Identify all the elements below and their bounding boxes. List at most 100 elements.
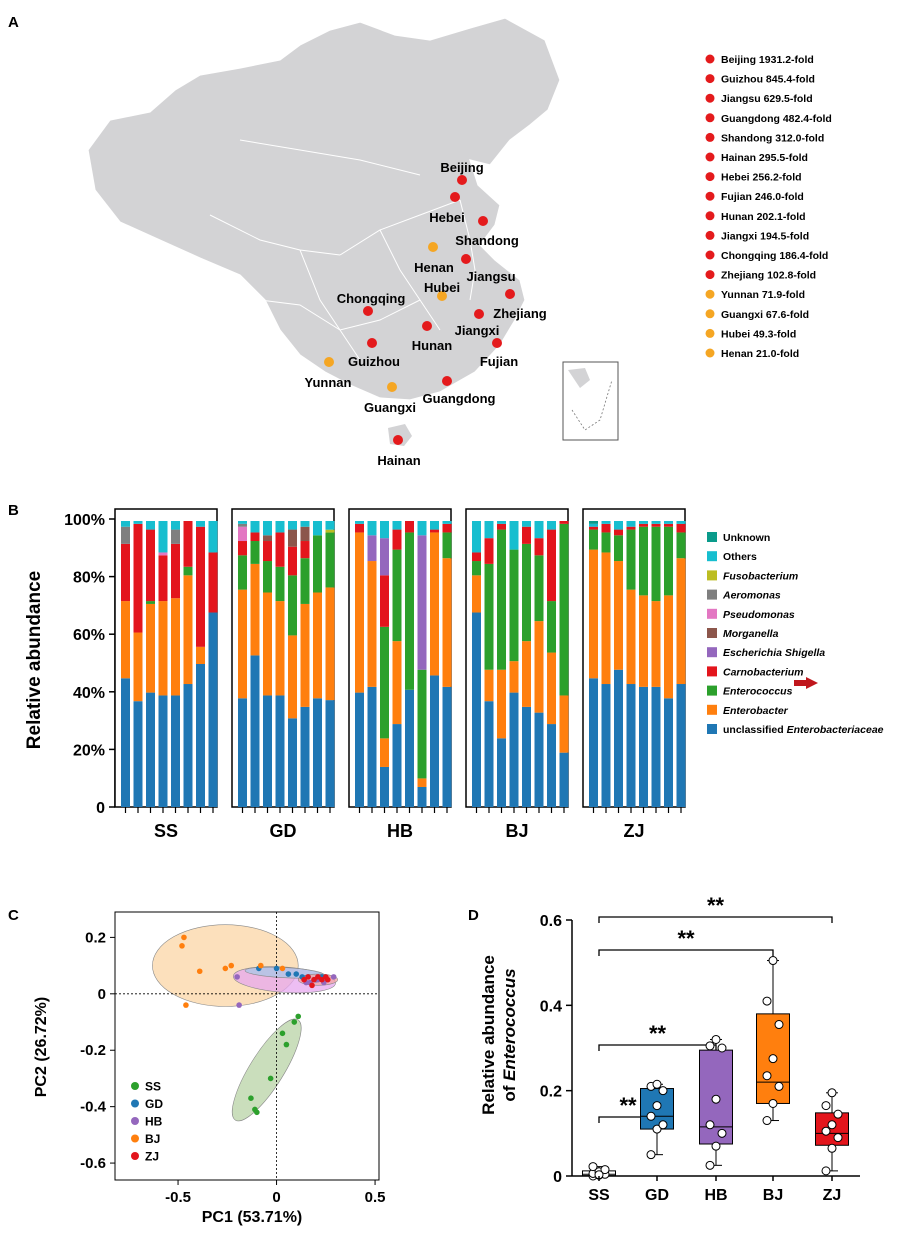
pca-x-tick-label-0: -0.5 xyxy=(165,1189,191,1206)
bar-HB-s3-taxon-0 xyxy=(380,766,389,807)
bar-SS-s4-taxon-1 xyxy=(158,601,168,696)
pca-point-ZJ-4 xyxy=(319,976,325,983)
marker-guangdong xyxy=(442,376,452,386)
bar-HB-s6-taxon-0 xyxy=(417,786,427,807)
bar-HB-s1-taxon-0 xyxy=(355,692,364,807)
legend-marker-11 xyxy=(705,270,715,280)
bar-legend-swatch-0 xyxy=(707,532,717,542)
box-y-axis-label-line1: Relative abundance xyxy=(479,955,498,1115)
box-point-HB-3 xyxy=(717,1128,727,1138)
bar-legend-text-10: unclassified Enterobacteriaceae xyxy=(723,724,884,736)
bar-SS-s8-taxon-0 xyxy=(208,612,218,807)
bar-ZJ-s7-taxon-0 xyxy=(664,698,673,807)
bar-BJ-s4-taxon-9 xyxy=(509,521,519,550)
label-zhejiang: Zhejiang xyxy=(493,306,547,321)
bar-BJ-s6-taxon-3 xyxy=(534,538,544,556)
bar-ZJ-s1-taxon-10 xyxy=(589,521,598,524)
bar-legend-text-2: Fusobacterium xyxy=(723,570,798,582)
bar-ZJ-s1-taxon-0 xyxy=(589,678,598,807)
bar-BJ-s1-taxon-2 xyxy=(472,561,481,576)
bar-SS-s8-taxon-9 xyxy=(208,521,218,553)
bar-HB-s3-taxon-3 xyxy=(380,575,389,627)
bar-ZJ-s8-taxon-9 xyxy=(676,521,686,524)
bar-HB-s5-taxon-3 xyxy=(405,521,414,533)
bar-BJ-s1-taxon-3 xyxy=(472,552,481,562)
significance-SS-HB: ** xyxy=(649,1021,667,1046)
bar-BJ-s5-taxon-9 xyxy=(522,521,531,527)
bar-GD-s5-taxon-1 xyxy=(288,635,297,719)
bar-HB-s6-taxon-9 xyxy=(417,521,427,536)
pca-y-tick-label-3: -0.4 xyxy=(80,1099,107,1116)
bar-ZJ-s7-taxon-1 xyxy=(664,595,673,699)
bar-SS-s2-taxon-3 xyxy=(133,523,143,633)
pca-legend-marker-BJ xyxy=(131,1134,139,1143)
pca-x-axis-label: PC1 (53.71%) xyxy=(202,1209,303,1226)
box-point-BJ-8 xyxy=(768,956,778,966)
bar-SS-s5-taxon-7 xyxy=(171,529,180,544)
bar-group-BJ: BJ xyxy=(465,508,569,841)
marker-guizhou xyxy=(367,338,377,348)
legend-marker-3 xyxy=(705,113,715,123)
label-shandong: Shandong xyxy=(455,233,519,248)
marker-hebei xyxy=(450,192,460,202)
bar-GD-s7-taxon-0 xyxy=(313,698,322,807)
significance-SS-BJ: ** xyxy=(677,926,695,951)
bar-HB-s8-taxon-1 xyxy=(442,558,452,687)
bar-groups: SS GD HB BJ ZJ xyxy=(114,508,686,841)
label-guizhou: Guizhou xyxy=(348,354,400,369)
bar-GD-s1-taxon-1 xyxy=(238,589,247,699)
legend-marker-5 xyxy=(705,152,715,162)
bar-HB-s3-taxon-9 xyxy=(380,521,389,539)
legend-marker-1 xyxy=(705,74,715,84)
box-point-BJ-3 xyxy=(774,1081,784,1091)
box-point-BJ-5 xyxy=(768,1054,778,1064)
bar-SS-s4-taxon-9 xyxy=(158,521,168,553)
box-y-ticks: 0 0.2 0.4 0.6 xyxy=(540,913,572,1186)
bar-legend-swatch-9 xyxy=(707,704,717,715)
bar-ZJ-s3-taxon-9 xyxy=(614,521,623,530)
bar-GD-s8-taxon-2 xyxy=(325,532,335,588)
bar-ZJ-s8-taxon-2 xyxy=(676,532,686,559)
box-point-ZJ-4 xyxy=(821,1126,831,1136)
box-point-BJ-1 xyxy=(762,1116,772,1126)
pca-point-SS-7 xyxy=(252,1106,258,1113)
box-x-label-ZJ: ZJ xyxy=(823,1187,842,1204)
bar-SS-s1-taxon-3 xyxy=(121,543,130,602)
bar-SS-s3-taxon-3 xyxy=(146,529,155,602)
legend-marker-10 xyxy=(705,250,715,260)
box-point-GD-8 xyxy=(652,1079,662,1089)
bar-SS-s2-taxon-1 xyxy=(133,632,143,702)
legend-marker-12 xyxy=(705,289,715,299)
bar-y-tick-label-2: 40% xyxy=(73,685,105,702)
label-jiangsu: Jiangsu xyxy=(466,269,515,284)
bar-HB-s8-taxon-2 xyxy=(442,532,452,559)
bar-BJ-s3-taxon-1 xyxy=(497,669,506,739)
label-jiangxi: Jiangxi xyxy=(455,323,500,338)
bar-ZJ-s7-taxon-9 xyxy=(664,521,673,524)
bar-BJ-s6-taxon-2 xyxy=(534,555,544,622)
legend-text-11: Zhejiang 102.8-fold xyxy=(721,270,816,282)
box-point-HB-1 xyxy=(705,1160,715,1170)
pca-point-GD-2 xyxy=(273,965,280,972)
box-point-ZJ-3 xyxy=(833,1133,843,1143)
box-point-HB-4 xyxy=(705,1120,715,1130)
bar-ZJ-s2-taxon-1 xyxy=(601,552,611,685)
bar-BJ-s6-taxon-0 xyxy=(534,712,544,807)
pca-legend-label-SS: SS xyxy=(145,1080,161,1094)
bar-HB-s3-taxon-2 xyxy=(380,626,389,739)
bar-GD-s4-taxon-9 xyxy=(275,521,285,533)
box-point-SS-6 xyxy=(600,1165,610,1175)
bar-group-label-BJ: BJ xyxy=(505,821,528,841)
pca-legend-label-GD: GD xyxy=(145,1097,163,1111)
bar-HB-s4-taxon-9 xyxy=(392,521,402,530)
bar-ZJ-s1-taxon-1 xyxy=(589,549,598,679)
bar-SS-s2-taxon-9 xyxy=(133,521,143,524)
bar-SS-s4-taxon-0 xyxy=(158,695,168,807)
bar-GD-s2-taxon-9 xyxy=(250,521,260,533)
bar-legend-swatch-3 xyxy=(707,589,717,600)
bar-GD-s2-taxon-1 xyxy=(250,563,260,656)
marker-jiangsu xyxy=(461,254,471,264)
province-borders xyxy=(209,139,476,361)
bar-ZJ-s6-taxon-2 xyxy=(651,526,661,602)
legend-marker-7 xyxy=(705,191,715,201)
